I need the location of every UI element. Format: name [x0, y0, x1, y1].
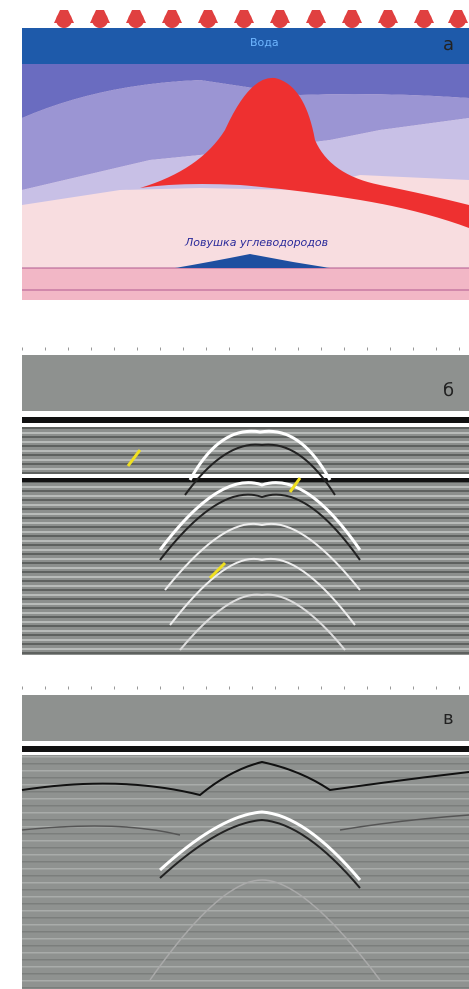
reflector [22, 746, 469, 752]
panel-label: а [443, 34, 454, 55]
water-label: Вода [250, 36, 279, 49]
panel-label: в [443, 708, 454, 729]
panel-label: б [443, 380, 454, 401]
reflector [22, 411, 469, 417]
reflector [22, 423, 469, 427]
figure: Вода Ловушка углеводородов а б [0, 0, 469, 989]
trap-label: Ловушка углеводородов [184, 236, 328, 249]
water-layer [22, 28, 469, 64]
water-band [22, 695, 469, 741]
panel-b: б [22, 349, 469, 655]
layer [22, 268, 469, 300]
sources [54, 10, 468, 28]
reflector [22, 752, 469, 755]
panel-c: в [22, 688, 469, 989]
reflector [22, 474, 469, 478]
water-band [22, 355, 469, 411]
reflector [22, 741, 469, 746]
panel-a: Вода Ловушка углеводородов а [22, 10, 469, 300]
reflector [22, 417, 469, 423]
